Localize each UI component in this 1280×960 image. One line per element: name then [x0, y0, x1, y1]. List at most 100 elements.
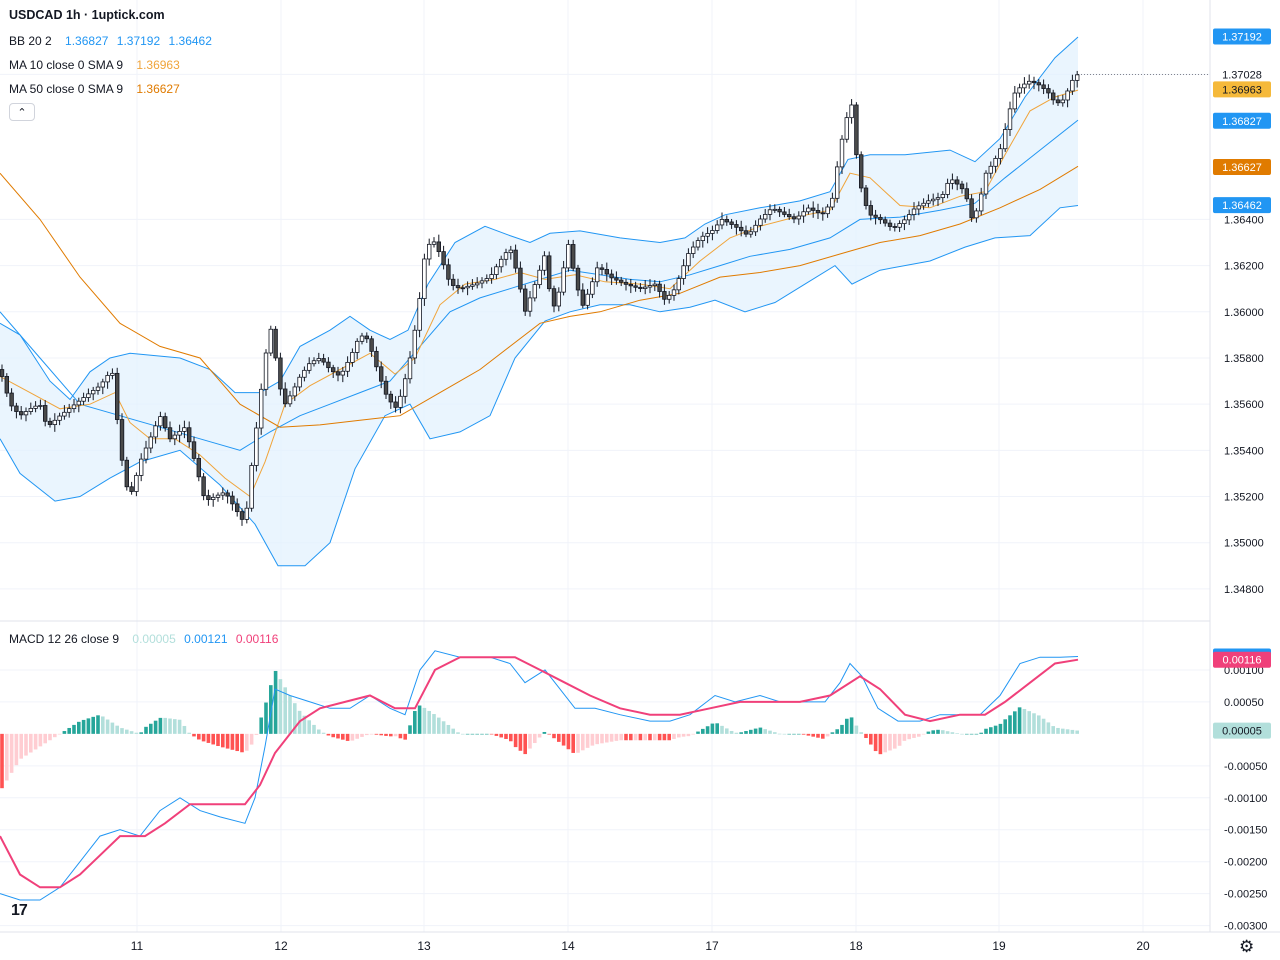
time-tick-label: 13 — [417, 939, 431, 953]
macd-histogram-bar — [384, 733, 388, 736]
candle — [724, 215, 729, 226]
macd-histogram-bar — [326, 733, 331, 736]
candle — [551, 285, 557, 313]
bb-upper-value: 1.37192 — [116, 34, 161, 48]
macd-histogram-bar — [374, 733, 379, 735]
macd-histogram-bar — [417, 705, 422, 734]
candle-body — [705, 233, 710, 237]
candle — [282, 382, 288, 408]
candle — [695, 237, 701, 251]
tradingview-logo-icon[interactable]: 17 — [11, 902, 28, 919]
price-tick-label: 1.34800 — [1224, 584, 1264, 596]
macd-histogram-bar — [422, 707, 427, 734]
price-axis[interactable]: 1.34800 1.35000 1.35200 1.35400 1.35600 1.358… — [1224, 69, 1264, 596]
macd-histogram-bar — [336, 733, 340, 739]
candle-body — [350, 352, 355, 363]
candle-body — [446, 264, 451, 280]
candle-body — [422, 258, 427, 299]
macd-histogram-bar — [1003, 719, 1007, 734]
macd-axis[interactable]: 0.00100 0.00050 -0.00050 -0.00100 -0.00150 -0… — [1224, 665, 1267, 933]
candle-body — [119, 419, 125, 461]
macd-histogram-bar — [1008, 715, 1012, 734]
macd-histogram-bar — [105, 719, 110, 734]
macd-histogram-bar — [177, 719, 182, 734]
candle-body — [859, 154, 864, 189]
candle — [859, 151, 864, 193]
candle — [835, 161, 840, 203]
candle-body — [787, 214, 792, 218]
candle-body — [335, 371, 341, 376]
candle — [748, 226, 753, 238]
candle — [196, 454, 201, 482]
macd-signal-value: 0.00116 — [235, 632, 279, 646]
macd-legend[interactable]: MACD 12 26 close 9 0.00005 0.00121 0.001… — [9, 632, 283, 646]
candle-body — [330, 367, 336, 373]
candle — [153, 421, 158, 444]
candle — [254, 421, 259, 472]
candle-body — [297, 376, 302, 388]
macd-histogram-bar — [897, 733, 902, 746]
candle — [350, 348, 355, 367]
macd-histogram-bar — [230, 733, 235, 750]
macd-histogram-bar — [1022, 708, 1027, 734]
macd-histogram-bar — [86, 718, 91, 734]
candle — [667, 291, 672, 304]
candle-body — [326, 361, 331, 369]
candle-body — [402, 378, 408, 397]
candle-body — [892, 226, 897, 228]
last-axis-label-bg — [1213, 66, 1271, 83]
macd-histogram-bar — [907, 733, 911, 740]
candle — [182, 420, 187, 439]
candle — [71, 399, 77, 413]
macd-histogram-bar — [398, 733, 403, 739]
macd-histogram-bar — [33, 733, 38, 750]
macd-histogram-bar — [245, 733, 249, 751]
macd-histogram-bar — [581, 733, 585, 751]
macd-histogram-bar — [489, 733, 494, 735]
candle-body — [1027, 80, 1032, 85]
time-axis[interactable]: 11 12 13 14 17 18 19 20 — [131, 939, 1150, 953]
candle — [1070, 74, 1075, 95]
macd-histogram-bar — [110, 722, 115, 734]
candle-body — [494, 266, 499, 275]
macd-histogram-bar — [648, 733, 652, 741]
candle — [230, 491, 235, 511]
candle — [623, 278, 629, 291]
candle-body — [230, 495, 235, 505]
macd-histogram-bar — [115, 725, 119, 734]
macd-histogram-bar — [403, 733, 407, 740]
candle — [911, 202, 917, 221]
candle — [441, 245, 446, 270]
candle — [700, 231, 705, 248]
ma50-legend[interactable]: MA 50 close 0 SMA 9 1.36627 — [9, 82, 185, 96]
candle-body — [1041, 84, 1046, 89]
candle-body — [585, 293, 590, 306]
candle — [950, 173, 955, 190]
macd-histogram-bar — [835, 729, 839, 734]
macd-histogram-bar — [211, 733, 215, 745]
macd-histogram-bar — [427, 710, 431, 734]
macd-histogram-bar — [609, 733, 614, 742]
macd-histogram-bar — [557, 733, 561, 742]
candle — [518, 261, 523, 293]
macd-histogram-bar — [1051, 726, 1055, 734]
bb-legend[interactable]: BB 20 2 1.36827 1.37192 1.36462 — [9, 34, 217, 48]
candle — [23, 407, 29, 422]
candle-body — [244, 507, 249, 520]
candle-body — [758, 218, 763, 226]
candle — [273, 326, 278, 361]
collapse-legend-button[interactable]: ⌃ — [9, 103, 35, 121]
candle-body — [767, 209, 773, 215]
macd-histogram-bar — [269, 685, 273, 734]
candle — [907, 209, 912, 226]
macd-histogram-bar — [993, 725, 998, 734]
candle-body — [532, 284, 537, 299]
histogram-axis-label-bg — [1213, 722, 1271, 739]
candle — [364, 332, 369, 343]
price-tick-label: 1.36000 — [1224, 307, 1264, 319]
macd-histogram-bar — [1070, 729, 1075, 734]
ma10-legend[interactable]: MA 10 close 0 SMA 9 1.36963 — [9, 58, 185, 72]
gear-icon[interactable]: ⚙ — [1239, 937, 1255, 956]
candle-body — [14, 405, 19, 412]
